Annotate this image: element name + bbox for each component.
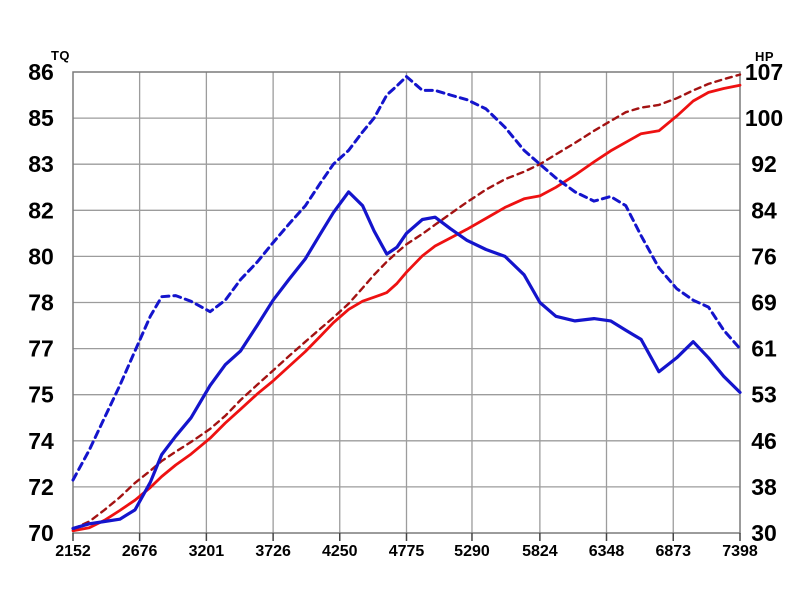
tq-tick-label: 82 [28, 197, 54, 223]
tq-tick-label: 77 [28, 336, 54, 362]
tq-tick-label: 80 [28, 243, 54, 269]
rpm-tick-label: 2676 [122, 543, 158, 560]
hp-axis-title: HP [755, 49, 774, 64]
curve-hp-dashed-run- [71, 73, 742, 531]
tq-axis-tick-labels: 86 85 83 82 80 78 77 75 74 72 70 [28, 59, 54, 546]
rpm-tick-label: 4250 [322, 543, 358, 560]
tq-tick-label: 83 [28, 151, 54, 177]
hp-tick-label: 84 [751, 197, 777, 223]
x-tick-marks [72, 533, 741, 541]
tq-tick-label: 86 [28, 59, 54, 85]
rpm-tick-label: 6348 [589, 543, 625, 560]
rpm-axis-tick-labels: 2152 2676 3201 3726 4250 4775 5290 5824 6348 6873… [55, 543, 758, 560]
tq-tick-label: 85 [28, 105, 54, 131]
hp-axis-tick-labels: 107 100 92 84 76 69 61 53 46 38 30 [745, 59, 783, 546]
hp-tick-label: 92 [751, 151, 777, 177]
curve-tq-solid-run- [71, 190, 742, 530]
gridlines [73, 72, 740, 533]
hp-tick-label: 38 [751, 474, 777, 500]
tq-tick-label: 70 [28, 520, 54, 546]
curve-tq-dashed-run- [71, 75, 742, 482]
hp-tick-label: 100 [745, 105, 783, 131]
rpm-tick-label: 5824 [522, 543, 558, 560]
rpm-tick-label: 4775 [389, 543, 425, 560]
tq-tick-label: 75 [28, 382, 54, 408]
hp-tick-label: 46 [751, 428, 777, 454]
tq-tick-label: 72 [28, 474, 54, 500]
dyno-curves [71, 73, 742, 533]
hp-tick-label: 30 [751, 520, 777, 546]
hp-tick-label: 53 [751, 382, 777, 408]
rpm-tick-label: 3726 [255, 543, 291, 560]
rpm-tick-label: 2152 [55, 543, 91, 560]
curve-hp-solid-run- [71, 83, 742, 533]
tq-tick-label: 78 [28, 290, 54, 316]
hp-tick-label: 69 [751, 290, 777, 316]
tq-tick-label: 74 [28, 428, 54, 454]
hp-tick-label: 107 [745, 59, 783, 85]
rpm-tick-label: 6873 [655, 543, 691, 560]
rpm-tick-label: 5290 [454, 543, 490, 560]
rpm-tick-label: 7398 [722, 543, 758, 560]
tq-axis-title: TQ [51, 48, 70, 63]
rpm-tick-label: 3201 [189, 543, 225, 560]
hp-tick-label: 76 [751, 243, 777, 269]
hp-tick-label: 61 [751, 336, 777, 362]
